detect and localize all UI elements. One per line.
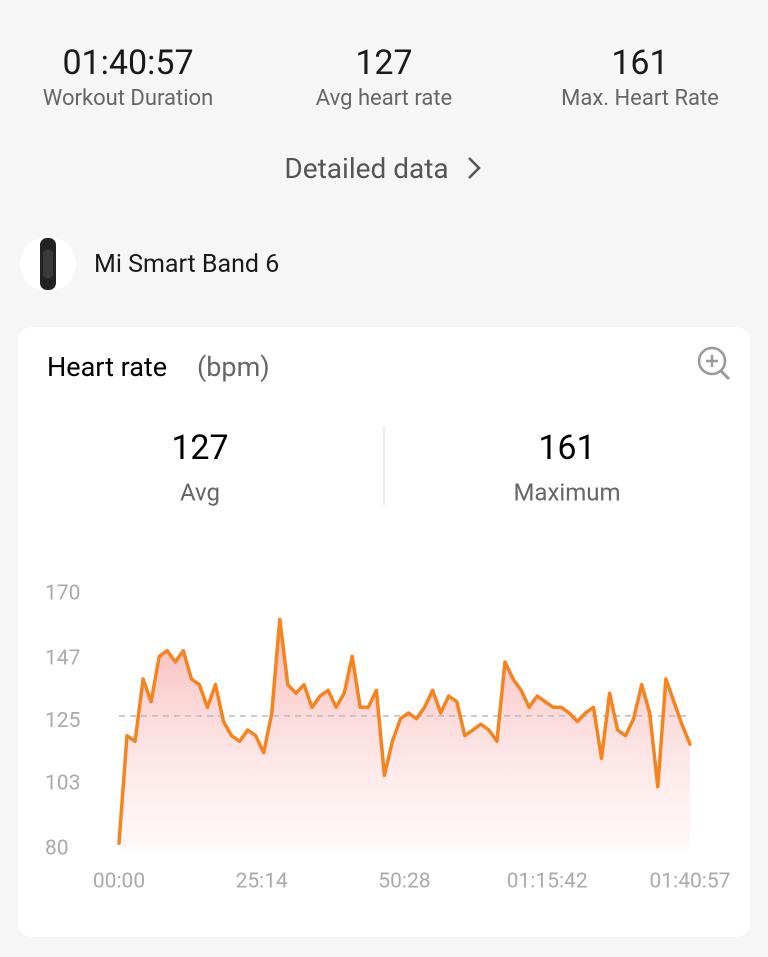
chart-title: Heart rate xyxy=(47,351,167,383)
detail-text[interactable]: Detailed data xyxy=(284,152,449,185)
x-tick-label: 01:15:42 xyxy=(507,870,588,894)
chevron xyxy=(467,157,481,179)
stat: 161 Max. Heart Rate xyxy=(512,42,768,111)
stat-value: 161 xyxy=(611,43,669,83)
device-name: Mi Smart Band 6 xyxy=(94,249,280,279)
chart: Heart rate (bpm) 127 Avg 161 Maximum 80 1… xyxy=(45,346,731,894)
y-tick-label: 125 xyxy=(45,709,80,733)
line xyxy=(117,617,692,846)
y-tick-label: 103 xyxy=(45,771,80,795)
device[interactable]: Mi Smart Band 6 xyxy=(20,236,279,292)
device-icon xyxy=(20,236,76,292)
chart-unit: (bpm) xyxy=(197,351,270,383)
stat-label: Workout Duration xyxy=(42,86,214,111)
x-tick-label: 00:00 xyxy=(93,870,145,894)
x-tick-label: 50:28 xyxy=(378,870,430,894)
y-tick-label: 170 xyxy=(45,582,80,606)
stat-value: 127 xyxy=(355,43,413,83)
stat-label: Avg heart rate xyxy=(315,86,453,111)
y-tick-label: 147 xyxy=(45,647,80,671)
stat: 127 Avg heart rate xyxy=(256,42,512,111)
avg-label: Avg xyxy=(180,478,220,506)
x-tick-label: 01:40:57 xyxy=(650,870,731,894)
stat-label: Max. Heart Rate xyxy=(561,86,719,111)
stat: 01:40:57 Workout Duration xyxy=(0,42,256,111)
max-value: 161 xyxy=(538,428,595,468)
area xyxy=(119,619,690,849)
max-label: Maximum xyxy=(513,478,620,506)
x-tick-label: 25:14 xyxy=(236,870,288,894)
avg-value: 127 xyxy=(171,428,228,468)
stat-value: 01:40:57 xyxy=(62,43,194,83)
detail-link[interactable]: Detailed data xyxy=(0,152,768,185)
zoom-icon[interactable] xyxy=(697,346,731,381)
chart-card: Heart rate (bpm) 127 Avg 161 Maximum 80 1… xyxy=(18,327,750,937)
y-tick-label: 80 xyxy=(45,837,69,861)
